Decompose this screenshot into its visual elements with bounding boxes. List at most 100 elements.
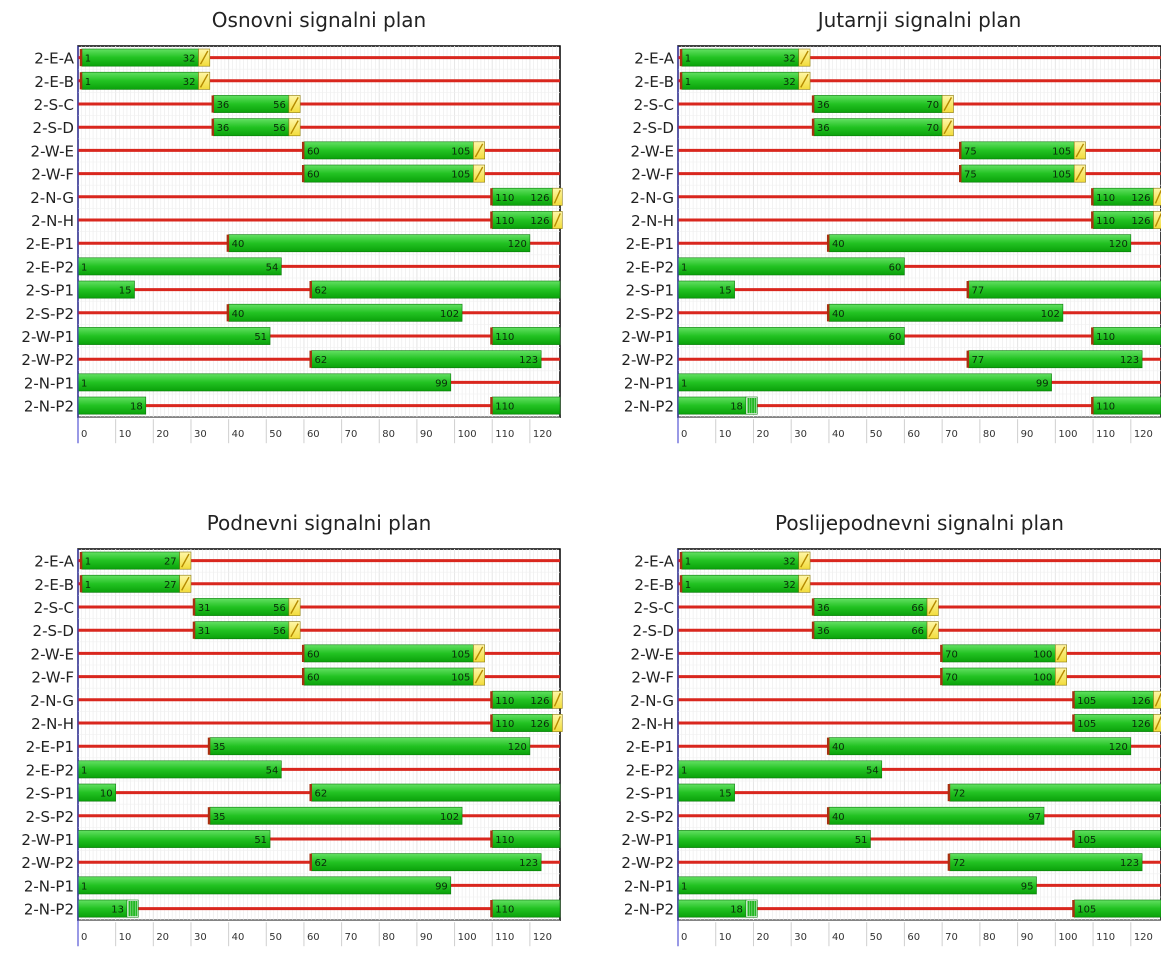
- flashing-green: [745, 396, 758, 415]
- bar-label-start: 1: [85, 557, 91, 568]
- green-bar: [968, 350, 1143, 369]
- bar-label-start: 1: [681, 881, 687, 892]
- x-tick-label: 120: [1134, 932, 1153, 943]
- row-2-S-P1: 2-S-P1 15 72: [626, 783, 1161, 805]
- red-amber-marker: [192, 621, 196, 639]
- bar-label-start: 36: [817, 123, 830, 134]
- bar-label-start: 110: [495, 193, 514, 204]
- flashing-green: [126, 899, 139, 918]
- red-amber-marker: [679, 49, 683, 67]
- bar-label-end: 120: [1109, 239, 1128, 250]
- red-amber-marker: [1091, 211, 1094, 229]
- bar-label-end: 27: [164, 580, 177, 591]
- red-amber-marker: [211, 95, 215, 113]
- bar-label-end: 126: [1131, 216, 1150, 227]
- row-2-W-P1: 2-W-P1 60 110: [621, 327, 1161, 348]
- bar-label-start: 1: [681, 765, 687, 776]
- row-label: 2-W-F: [631, 669, 674, 687]
- row-2-N-P1: 2-N-P1 1 99: [24, 876, 560, 898]
- red-amber-marker: [490, 188, 493, 206]
- bar-label-end: 100: [1033, 673, 1052, 684]
- x-tick-label: 10: [719, 429, 732, 440]
- amber-bar: [1055, 644, 1067, 663]
- row-label: 2-W-P1: [21, 328, 74, 346]
- bar-label-start: 60: [307, 146, 320, 157]
- bar-label-start: 70: [945, 649, 958, 660]
- amber-bar: [1153, 211, 1161, 229]
- bar-label-end: 120: [508, 742, 527, 753]
- flashing-green: [745, 899, 758, 918]
- x-tick-label: 100: [1058, 932, 1077, 943]
- x-tick-label: 80: [382, 429, 395, 440]
- x-tick-label: 70: [945, 429, 958, 440]
- row-2-E-P2: 2-E-P2 1 54: [626, 760, 1161, 782]
- chart-title: Osnovni signalni plan: [212, 8, 426, 32]
- row-2-E-A: 2-E-A 1 32: [34, 48, 560, 70]
- row-label: 2-S-D: [633, 622, 674, 640]
- amber-bar: [198, 71, 211, 90]
- green-bar: [303, 644, 474, 663]
- row-2-N-G: 2-N-G 110 126: [630, 187, 1161, 209]
- bar-label-end: 32: [783, 77, 796, 88]
- bar-label-end: 100: [1033, 649, 1052, 660]
- x-tick-label: 70: [945, 932, 958, 943]
- row-2-N-H: 2-N-H 110 126: [31, 714, 563, 735]
- row-label: 2-N-P2: [624, 901, 674, 919]
- red-amber-marker: [490, 830, 493, 848]
- bar-label-end: 126: [1131, 719, 1150, 730]
- x-tick-label: 90: [1021, 932, 1034, 943]
- x-tick-label: 0: [81, 932, 87, 943]
- amber-bar: [1153, 690, 1161, 709]
- row-label: 2-E-P2: [26, 258, 74, 276]
- bar-label-start: 1: [85, 77, 91, 88]
- row-label: 2-S-P1: [626, 282, 674, 300]
- x-tick-label: 40: [832, 932, 845, 943]
- green-bar: [209, 806, 463, 825]
- bar-label-start: 110: [495, 402, 514, 413]
- amber-bar: [1153, 714, 1161, 732]
- bar-label-start: 110: [1096, 402, 1115, 413]
- green-bar: [677, 830, 871, 848]
- bar-label-start: 35: [213, 812, 226, 823]
- amber-bar: [798, 71, 811, 90]
- amber-bar: [473, 164, 485, 183]
- bar-label-start: 36: [817, 100, 830, 111]
- row-label: 2-E-P1: [26, 738, 74, 756]
- bar-label-start: 110: [495, 905, 514, 916]
- bar-label-end: 70: [926, 100, 939, 111]
- bar-label-start: 36: [217, 100, 230, 111]
- amber-bar: [798, 551, 811, 570]
- row-2-N-P1: 2-N-P1 1 95: [624, 876, 1161, 898]
- row-2-W-P1: 2-W-P1 51 110: [21, 327, 561, 348]
- chart-title: Jutarnji signalni plan: [816, 8, 1022, 32]
- row-label: 2-S-D: [633, 119, 674, 137]
- x-tick-label: 30: [194, 429, 207, 440]
- row-label: 2-W-E: [631, 645, 674, 663]
- green-bar: [813, 621, 928, 640]
- green-bar: [77, 373, 452, 392]
- row-2-S-P1: 2-S-P1 15 62: [26, 280, 561, 302]
- row-2-N-P2: 2-N-P2 18 105: [624, 899, 1161, 921]
- red-amber-marker: [826, 807, 830, 825]
- row-label: 2-N-P1: [24, 374, 74, 392]
- chart-panel-jutarnji: Jutarnji signalni plan 2-E-A 1 32 2-E-B 1 32 2-…: [580, 0, 1161, 470]
- bar-label-end: 51: [855, 835, 868, 846]
- red-amber-marker: [211, 118, 215, 136]
- row-2-N-G: 2-N-G 105 126: [630, 690, 1161, 712]
- row-label: 2-E-P2: [626, 761, 674, 779]
- green-bar: [228, 303, 463, 322]
- bar-label-start: 62: [314, 858, 327, 869]
- bar-label-end: 105: [451, 146, 470, 157]
- row-label: 2-E-B: [34, 576, 74, 594]
- row-2-N-G: 2-N-G 110 126: [30, 187, 563, 209]
- green-bar: [828, 737, 1132, 756]
- row-2-S-C: 2-S-C 31 56: [34, 598, 560, 619]
- row-label: 2-W-F: [631, 166, 674, 184]
- row-2-E-P1: 2-E-P1 40 120: [26, 234, 560, 256]
- x-tick-label: 50: [870, 932, 883, 943]
- green-bar: [677, 373, 1052, 392]
- bar-label-end: 97: [1028, 812, 1041, 823]
- bar-label-end: 126: [530, 216, 549, 227]
- red-amber-marker: [811, 621, 815, 639]
- red-amber-marker: [811, 118, 815, 136]
